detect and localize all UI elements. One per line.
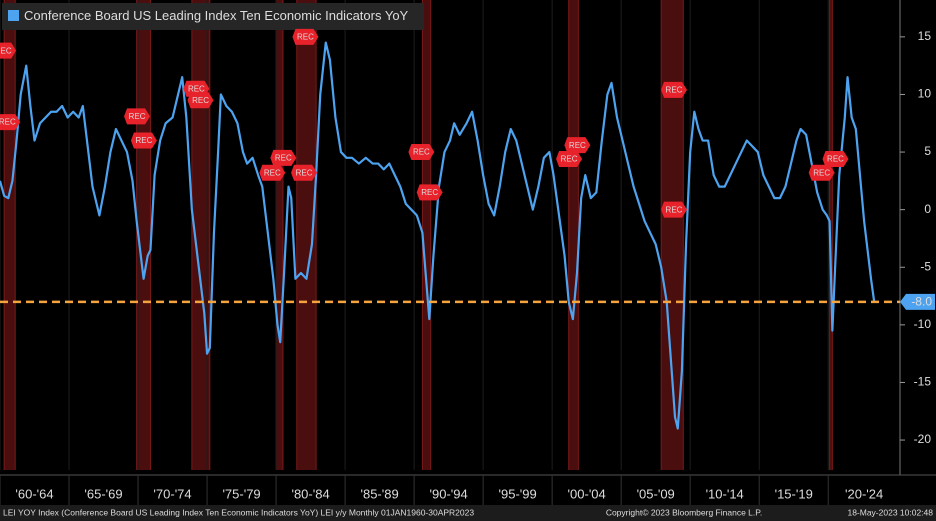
rec-tag: [661, 201, 687, 218]
y-tick-label: -5: [920, 259, 931, 273]
y-tick-label: 5: [924, 144, 931, 158]
x-tick-label: '70-'74: [153, 486, 191, 501]
y-tick-label: 10: [918, 87, 932, 101]
rec-label: REC: [264, 168, 281, 177]
value-tag: [900, 293, 935, 310]
x-tick-label: '60-'64: [15, 486, 53, 501]
rec-label: REC: [129, 112, 146, 121]
rec-tag: [0, 114, 21, 131]
legend-box: [2, 3, 424, 30]
y-tick-label: 15: [918, 29, 932, 43]
rec-label: REC: [813, 168, 830, 177]
x-tick-label: '20-'24: [845, 486, 883, 501]
rec-tag: [292, 28, 319, 45]
grid: [0, 0, 829, 470]
rec-tag: [808, 164, 835, 181]
x-tick-label: '00-'04: [568, 486, 606, 501]
rec-label: REC: [569, 141, 586, 150]
footer-left: LEI YOY Index (Conference Board US Leadi…: [3, 507, 474, 517]
x-tick-label: '90-'94: [430, 486, 468, 501]
rec-label: REC: [297, 32, 314, 41]
rec-tag: [259, 164, 286, 181]
rec-tag: [408, 144, 435, 161]
rec-tag: [124, 108, 151, 125]
rec-label: REC: [666, 85, 683, 94]
rec-label: REC: [827, 155, 844, 164]
rec-label: REC: [188, 84, 205, 93]
rec-tag: [416, 184, 443, 201]
series-line: [0, 41, 876, 430]
rec-label: REC: [135, 136, 152, 145]
y-tick-label: 0: [924, 202, 931, 216]
rec-tag: [822, 150, 849, 167]
rec-label: REC: [666, 205, 683, 214]
footer-center: Copyright© 2023 Bloomberg Finance L.P.: [606, 507, 762, 517]
rec-label: REC: [0, 118, 16, 127]
rec-tag: [564, 137, 591, 154]
rec-label: REC: [561, 155, 578, 164]
recession-band: [422, 0, 431, 470]
footer-bar: [0, 505, 936, 521]
recession-band: [661, 0, 684, 470]
recession-band: [568, 0, 579, 470]
rec-tag: [661, 81, 687, 98]
rec-label: REC: [275, 153, 292, 162]
value-tag-label: -8.0: [911, 294, 932, 308]
x-tick-label: '05-'09: [637, 486, 675, 501]
rec-label: REC: [0, 46, 12, 55]
y-tick-label: -15: [914, 375, 932, 389]
rec-tag: [187, 92, 214, 109]
recession-band: [191, 0, 210, 470]
rec-label: REC: [296, 168, 313, 177]
rec-tag: [291, 164, 318, 181]
y-tick-label: -10: [914, 317, 932, 331]
recession-band: [296, 0, 317, 470]
x-tick-label: '95-'99: [499, 486, 537, 501]
rec-tag: [130, 132, 157, 149]
x-tick-label: '80-'84: [291, 486, 329, 501]
recession-band: [276, 0, 283, 470]
rec-label: REC: [413, 148, 430, 157]
rec-label: REC: [192, 96, 209, 105]
rec-tag: [270, 149, 297, 166]
x-tick-label: '65-'69: [84, 486, 122, 501]
rec-tag: [556, 150, 583, 167]
rec-label: REC: [421, 188, 438, 197]
recession-band: [4, 0, 16, 470]
footer-right: 18-May-2023 10:02:48: [847, 507, 933, 517]
x-tick-label: '15-'19: [775, 486, 813, 501]
x-tick-label: '75-'79: [222, 486, 260, 501]
legend-swatch: [8, 10, 19, 21]
x-tick-label: '85-'89: [360, 486, 398, 501]
rec-tag: [0, 42, 17, 59]
y-tick-label: -20: [914, 432, 932, 446]
legend-label: Conference Board US Leading Index Ten Ec…: [24, 8, 409, 23]
x-tick-label: '10-'14: [706, 486, 744, 501]
